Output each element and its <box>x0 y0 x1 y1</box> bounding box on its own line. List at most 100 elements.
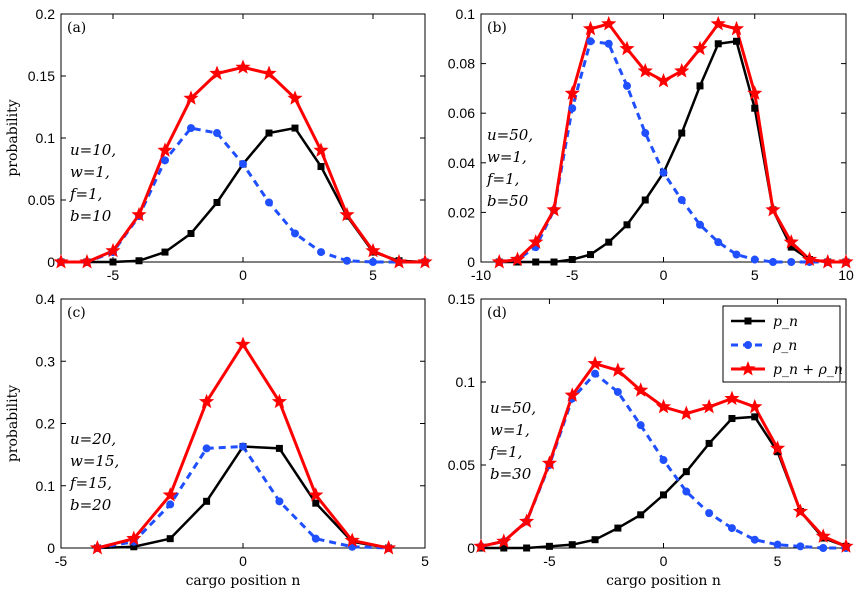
point-sum <box>235 336 251 351</box>
legend-marker-rho <box>744 341 752 349</box>
point-sum <box>491 254 507 269</box>
point-sum <box>582 20 599 36</box>
point-sum <box>339 206 355 222</box>
point-p <box>587 251 594 259</box>
point-sum <box>674 63 690 78</box>
point-sum <box>747 398 763 414</box>
point-sum <box>838 538 854 553</box>
point-p <box>545 542 553 550</box>
series-line-sum <box>480 362 847 548</box>
point-p <box>135 257 143 265</box>
point-p <box>213 198 221 206</box>
plot-area <box>53 59 433 269</box>
y-tick-label: 0.04 <box>448 155 475 171</box>
panel-label: (c) <box>67 305 86 321</box>
point-p <box>550 258 558 266</box>
param-w: w=1, <box>70 163 110 181</box>
panel-b: -10 -5 0 5 10 0 0.02 0.04 0.06 0.08 0.1 (b) u=50, w=1… <box>448 6 854 283</box>
point-p <box>787 243 795 251</box>
series-line-sum <box>499 22 846 264</box>
point-sum <box>157 142 173 157</box>
param-b: b=20 <box>70 496 112 514</box>
param-b: b=50 <box>487 192 529 210</box>
x-tick-label: 5 <box>751 267 759 283</box>
legend-marker-sum <box>740 361 756 376</box>
point-rho <box>659 456 668 465</box>
x-tick-label: 5 <box>421 553 429 569</box>
point-rho <box>727 524 736 533</box>
point-sum <box>79 254 95 269</box>
x-tick-label: -10 <box>471 267 491 283</box>
y-axis-label: probability <box>5 385 21 462</box>
plot-area <box>491 15 854 269</box>
point-rho <box>682 487 691 496</box>
point-rho <box>586 37 595 46</box>
point-sum <box>655 72 672 88</box>
legend-label-sum: p_n + ρ_n <box>773 362 843 378</box>
x-tick-label: -5 <box>55 553 68 569</box>
point-p <box>705 439 713 447</box>
legend: p_n ρ_n p_n + ρ_n <box>722 305 843 383</box>
point-sum <box>519 513 535 528</box>
point-p <box>203 497 211 505</box>
point-p <box>678 129 686 137</box>
point-p <box>614 524 622 532</box>
point-sum <box>183 90 199 105</box>
point-p <box>265 129 273 137</box>
point-sum <box>678 405 694 421</box>
y-axis-label: probability <box>5 99 21 176</box>
point-sum <box>564 85 580 100</box>
axes-frame <box>60 298 426 549</box>
point-rho <box>732 250 741 259</box>
point-sum <box>564 387 580 402</box>
panel-label: (d) <box>487 305 507 321</box>
point-rho <box>787 258 796 266</box>
x-tick-label: 0 <box>239 267 247 283</box>
point-rho <box>819 544 828 552</box>
point-rho <box>750 255 759 264</box>
y-tick-label: 0.08 <box>448 56 475 72</box>
y-tick-label: 0.1 <box>456 6 476 22</box>
point-sum <box>587 355 603 371</box>
y-tick-label: 0.1 <box>36 130 56 146</box>
point-sum <box>162 487 178 502</box>
point-sum <box>271 393 288 409</box>
x-tick-label: 10 <box>838 267 854 283</box>
point-sum <box>728 20 745 36</box>
point-sum <box>528 234 544 249</box>
plot-area <box>473 355 854 553</box>
point-sum <box>601 15 617 31</box>
legend-marker-p <box>744 317 752 325</box>
y-tick-label: 0 <box>467 254 475 270</box>
point-p <box>523 544 531 552</box>
point-rho <box>311 534 320 543</box>
x-tick-label: -5 <box>566 267 579 283</box>
point-p <box>682 468 690 476</box>
x-tick-label: -5 <box>543 553 556 569</box>
y-tick-label: 0.05 <box>448 457 475 473</box>
x-tick-label: 5 <box>774 553 782 569</box>
y-tick-label: 0.4 <box>36 291 56 307</box>
point-rho <box>291 229 299 238</box>
point-rho <box>613 387 622 396</box>
point-rho <box>750 535 759 544</box>
point-sum <box>710 15 726 31</box>
point-p <box>532 258 540 266</box>
point-sum <box>313 142 329 157</box>
point-rho <box>568 104 577 113</box>
point-rho <box>265 198 273 207</box>
x-tick-label: 0 <box>660 553 668 569</box>
point-p <box>500 544 508 552</box>
axes-frame <box>60 13 426 263</box>
point-rho <box>623 81 631 90</box>
x-tick-label: -5 <box>107 267 120 283</box>
point-rho <box>343 256 351 265</box>
point-sum <box>509 251 526 266</box>
point-rho <box>369 258 377 266</box>
point-sum <box>801 251 818 266</box>
point-sum <box>541 455 558 470</box>
point-sum <box>783 234 799 249</box>
param-u: u=50, <box>487 126 533 144</box>
point-rho <box>659 168 668 177</box>
